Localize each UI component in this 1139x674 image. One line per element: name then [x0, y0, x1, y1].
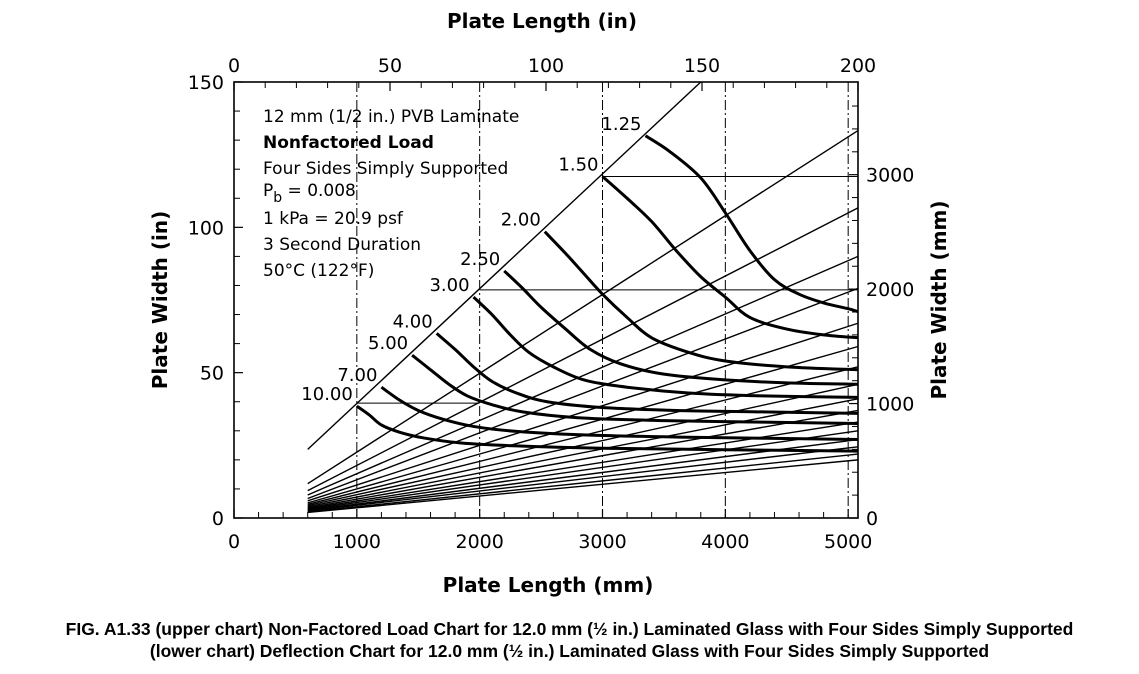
tick-label-x-in-0: 0 — [228, 55, 240, 77]
tick-label-x-in-150: 150 — [684, 55, 720, 77]
tick-label-x-in-100: 100 — [528, 55, 564, 77]
aspect-ratio-line-12 — [307, 430, 859, 511]
tick-label-y-in-0: 0 — [212, 508, 224, 530]
tick-label-y-in-50: 50 — [200, 363, 224, 385]
curve-label-1.25: 1.25 — [601, 114, 641, 135]
annotation-probability-subscript: b — [273, 190, 282, 206]
aspect-ratio-lines — [307, 81, 859, 514]
tick-label-x-mm-1000: 1000 — [333, 531, 381, 553]
aspect-ratio-line-6 — [307, 345, 859, 504]
tick-label-y-in-100: 100 — [188, 217, 224, 239]
load-curve-1.50 — [601, 175, 859, 340]
tick-label-y-mm-3000: 3000 — [866, 165, 914, 187]
aspect-ratio-line-14 — [307, 446, 859, 512]
load-chart: Plate Length (in) Plate Length (mm) Plat… — [148, 9, 951, 597]
aspect-ratio-line-16 — [307, 459, 859, 514]
x-axis-bottom-title: Plate Length (mm) — [443, 573, 654, 597]
annotation-probability-symbol: P — [263, 181, 273, 201]
tick-label-x-mm-2000: 2000 — [455, 531, 503, 553]
aspect-ratio-line-3 — [307, 255, 859, 496]
aspect-ratio-line-15 — [307, 453, 859, 513]
aspect-ratio-line-0 — [307, 81, 702, 450]
x-axis-top-title: Plate Length (in) — [447, 9, 637, 33]
annotation-support: Four Sides Simply Supported — [263, 159, 508, 179]
tick-label-x-in-50: 50 — [378, 55, 402, 77]
tick-label-y-mm-2000: 2000 — [866, 279, 914, 301]
load-curve-5.00 — [411, 354, 859, 426]
caption-line-1: FIG. A1.33 (upper chart) Non-Factored Lo… — [65, 619, 1074, 639]
curve-label-10.00: 10.00 — [301, 384, 353, 405]
annotation-block: 12 mm (1/2 in.) PVB Laminate Nonfactored… — [263, 107, 519, 281]
aspect-ratio-line-11 — [307, 421, 859, 510]
curve-label-5.00: 5.00 — [368, 333, 408, 354]
aspect-ratio-line-2 — [307, 207, 859, 492]
load-curve-4.00 — [435, 332, 859, 415]
tick-label-x-in-200: 200 — [840, 55, 876, 77]
load-curves — [355, 134, 859, 453]
curve-label-2.50: 2.50 — [460, 249, 500, 270]
annotation-probability: Pb = 0.008 — [263, 181, 356, 206]
annotation-probability-value: = 0.008 — [282, 181, 356, 201]
tick-label-y-mm-1000: 1000 — [866, 394, 914, 416]
load-curve-7.00 — [380, 385, 859, 442]
annotation-unit-conversion: 1 kPa = 20.9 psf — [263, 209, 404, 229]
tick-label-x-mm-3000: 3000 — [578, 531, 626, 553]
annotation-temperature: 50°C (122°F) — [263, 261, 374, 281]
tick-label-x-mm-0: 0 — [228, 531, 240, 553]
load-curve-10.00 — [355, 404, 859, 453]
annotation-duration: 3 Second Duration — [263, 235, 421, 255]
figure-caption: FIG. A1.33 (upper chart) Non-Factored Lo… — [0, 618, 1139, 662]
load-curve-1.25 — [644, 134, 859, 314]
aspect-ratio-line-5 — [307, 322, 859, 502]
curve-label-1.50: 1.50 — [558, 154, 598, 175]
curve-label-2.00: 2.00 — [501, 210, 541, 231]
curve-label-3.00: 3.00 — [429, 275, 469, 296]
aspect-ratio-line-9 — [307, 398, 859, 508]
y-axis-right-title: Plate Width (mm) — [927, 200, 951, 399]
annotation-laminate: 12 mm (1/2 in.) PVB Laminate — [263, 107, 519, 127]
caption-line-2: (lower chart) Deflection Chart for 12.0 … — [149, 641, 990, 661]
aspect-ratio-line-8 — [307, 383, 859, 507]
annotation-load-type: Nonfactored Load — [263, 133, 434, 153]
tick-label-y-mm-0: 0 — [866, 508, 878, 530]
curve-label-7.00: 7.00 — [337, 365, 377, 386]
tick-label-x-mm-5000: 5000 — [824, 531, 872, 553]
curve-label-4.00: 4.00 — [393, 311, 433, 332]
y-axis-left-title: Plate Width (in) — [148, 211, 172, 389]
load-curve-2.00 — [543, 230, 859, 372]
aspect-ratio-line-10 — [307, 409, 859, 509]
tick-label-x-mm-4000: 4000 — [701, 531, 749, 553]
tick-label-y-in-150: 150 — [188, 72, 224, 94]
load-curve-2.50 — [503, 269, 859, 386]
aspect-ratio-line-1 — [307, 129, 859, 485]
load-curve-3.00 — [472, 296, 859, 399]
